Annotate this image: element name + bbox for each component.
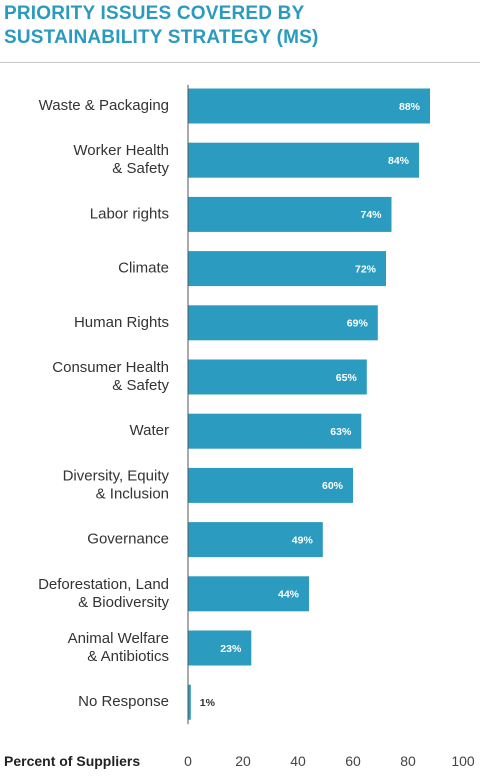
- bar-value-label-5: 65%: [336, 372, 358, 384]
- x-tick-label-5: 100: [451, 753, 475, 769]
- bar-10: [188, 630, 252, 666]
- x-axis: 0 20 40 60 80 100: [184, 84, 475, 769]
- x-tick-label-3: 60: [345, 753, 361, 769]
- chart-title: PRIORITY ISSUES COVERED BY SUSTAINABILIT…: [4, 2, 474, 50]
- category-label-3-0: Climate: [118, 260, 169, 277]
- bar-value-label-7: 60%: [322, 480, 344, 492]
- bar-11: [188, 684, 191, 720]
- bar-value-label-4: 69%: [347, 318, 369, 330]
- category-label-5-0: Consumer Health: [52, 359, 169, 376]
- category-label-0-0: Waste & Packaging: [39, 97, 169, 114]
- bar-1: [188, 142, 419, 178]
- x-tick-label-2: 40: [290, 753, 306, 769]
- chart-title-line-1: PRIORITY ISSUES COVERED BY: [4, 3, 305, 24]
- bar-value-label-10: 23%: [220, 643, 242, 655]
- bar-6: [188, 413, 362, 449]
- bar-value-label-8: 49%: [292, 534, 314, 546]
- bar-3: [188, 251, 386, 287]
- category-label-7-1: & Inclusion: [96, 485, 169, 502]
- category-label-8-0: Governance: [87, 531, 169, 548]
- category-label-11-0: No Response: [78, 693, 169, 710]
- category-label-10-0: Animal Welfare: [68, 630, 169, 647]
- category-label-9-1: & Biodiversity: [78, 594, 169, 611]
- bar-value-label-1: 84%: [388, 155, 410, 167]
- x-tick-label-0: 0: [184, 753, 192, 769]
- category-label-1-0: Worker Health: [73, 142, 169, 159]
- category-label-5-1: & Safety: [112, 377, 169, 394]
- bar-9: [188, 576, 309, 612]
- bar-5: [188, 359, 367, 395]
- category-label-7-0: Diversity, Equity: [63, 467, 170, 484]
- bar-value-label-6: 63%: [330, 426, 352, 438]
- category-label-9-0: Deforestation, Land: [38, 576, 169, 593]
- category-label-6-0: Water: [130, 422, 169, 439]
- bar-8: [188, 522, 323, 558]
- category-label-10-1: & Antibiotics: [87, 648, 169, 665]
- chart-title-line-2: SUSTAINABILITY STRATEGY (MS): [4, 27, 319, 48]
- category-label-2-0: Labor rights: [90, 205, 169, 222]
- bar-value-label-3: 72%: [355, 263, 377, 275]
- bar-4: [188, 305, 378, 341]
- category-label-1-1: & Safety: [112, 160, 169, 177]
- title-divider: [0, 62, 480, 63]
- bar-value-label-11: 1%: [200, 697, 216, 709]
- x-tick-label-1: 20: [235, 753, 251, 769]
- bar-0: [188, 88, 430, 124]
- bar-value-label-9: 44%: [278, 589, 300, 601]
- bar-value-label-0: 88%: [399, 101, 421, 113]
- bar-value-label-2: 74%: [360, 209, 382, 221]
- category-label-4-0: Human Rights: [74, 314, 169, 331]
- bar-2: [188, 196, 392, 232]
- bar-7: [188, 467, 353, 503]
- x-axis-label: Percent of Suppliers: [4, 753, 140, 769]
- x-tick-label-4: 80: [400, 753, 416, 769]
